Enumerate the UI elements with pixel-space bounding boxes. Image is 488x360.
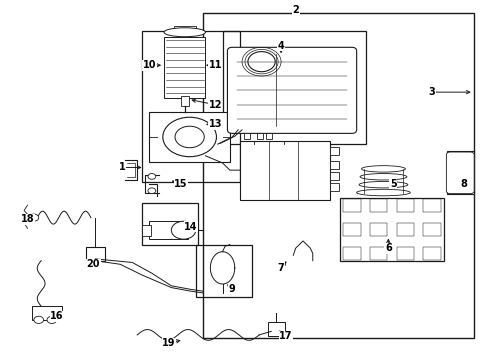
Bar — [342, 247, 360, 260]
Bar — [142, 225, 151, 235]
Bar — [339, 198, 444, 261]
FancyBboxPatch shape — [446, 152, 473, 194]
Bar — [239, 140, 329, 200]
Bar — [423, 199, 440, 212]
Text: 13: 13 — [208, 120, 222, 129]
Bar — [329, 161, 338, 169]
Bar — [369, 223, 386, 236]
Bar — [244, 129, 250, 139]
Text: 10: 10 — [142, 60, 156, 70]
Bar — [32, 306, 61, 320]
Circle shape — [34, 316, 43, 323]
Circle shape — [171, 221, 195, 239]
Bar — [222, 31, 366, 144]
Bar — [266, 129, 272, 139]
Bar — [329, 147, 338, 155]
FancyBboxPatch shape — [227, 47, 356, 134]
Bar — [86, 247, 104, 261]
Text: 1: 1 — [119, 162, 126, 172]
Circle shape — [148, 188, 156, 194]
Bar — [267, 321, 285, 336]
Bar — [142, 203, 198, 244]
Text: 16: 16 — [50, 311, 63, 321]
Ellipse shape — [452, 161, 466, 184]
Bar — [163, 37, 205, 98]
Text: 15: 15 — [174, 179, 187, 189]
Text: 2: 2 — [292, 5, 299, 15]
Bar — [446, 151, 473, 194]
Ellipse shape — [358, 181, 407, 188]
Bar — [423, 247, 440, 260]
Bar — [342, 223, 360, 236]
Circle shape — [163, 117, 216, 157]
Text: 8: 8 — [460, 179, 467, 189]
Bar — [181, 96, 188, 107]
Text: 4: 4 — [277, 41, 284, 50]
Circle shape — [247, 51, 275, 72]
Bar — [149, 112, 229, 162]
Circle shape — [148, 174, 156, 179]
Text: 11: 11 — [208, 60, 222, 70]
Text: 7: 7 — [277, 263, 284, 273]
Bar — [396, 223, 413, 236]
Bar — [396, 247, 413, 260]
Text: 17: 17 — [279, 331, 292, 341]
Text: 9: 9 — [228, 284, 235, 294]
Bar — [369, 247, 386, 260]
Text: 20: 20 — [86, 259, 100, 269]
Bar — [329, 172, 338, 180]
Text: 14: 14 — [184, 222, 197, 231]
Text: 5: 5 — [389, 179, 396, 189]
Text: 18: 18 — [20, 215, 34, 224]
Ellipse shape — [163, 28, 205, 37]
Circle shape — [175, 126, 204, 148]
Bar — [396, 199, 413, 212]
Bar — [149, 221, 188, 239]
Text: 3: 3 — [428, 87, 435, 97]
Bar — [329, 183, 338, 191]
Ellipse shape — [361, 166, 405, 172]
Bar — [173, 26, 195, 32]
Circle shape — [47, 316, 57, 323]
Bar — [256, 129, 262, 139]
Circle shape — [29, 214, 39, 221]
Ellipse shape — [359, 174, 406, 180]
Bar — [142, 31, 239, 182]
Bar — [369, 199, 386, 212]
Bar — [203, 13, 473, 338]
Text: 19: 19 — [162, 338, 175, 348]
Text: 6: 6 — [384, 243, 391, 253]
Bar — [195, 244, 251, 297]
Bar — [423, 223, 440, 236]
Bar — [342, 199, 360, 212]
Ellipse shape — [356, 189, 409, 196]
Text: 12: 12 — [208, 100, 222, 110]
